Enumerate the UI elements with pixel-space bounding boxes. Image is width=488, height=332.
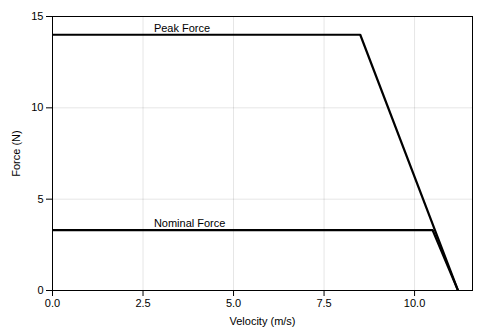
svg-text:7.5: 7.5 <box>316 297 331 309</box>
svg-text:5.0: 5.0 <box>226 297 241 309</box>
svg-text:10.0: 10.0 <box>404 297 425 309</box>
svg-text:2.5: 2.5 <box>135 297 150 309</box>
svg-text:0.0: 0.0 <box>45 297 60 309</box>
svg-text:10: 10 <box>31 101 43 113</box>
svg-text:15: 15 <box>31 10 43 22</box>
svg-text:Velocity (m/s): Velocity (m/s) <box>229 315 295 327</box>
svg-text:Force (N): Force (N) <box>10 130 22 176</box>
svg-text:Peak Force: Peak Force <box>154 22 210 34</box>
svg-text:Nominal Force: Nominal Force <box>154 217 226 229</box>
svg-text:0: 0 <box>37 284 43 296</box>
svg-text:5: 5 <box>37 193 43 205</box>
